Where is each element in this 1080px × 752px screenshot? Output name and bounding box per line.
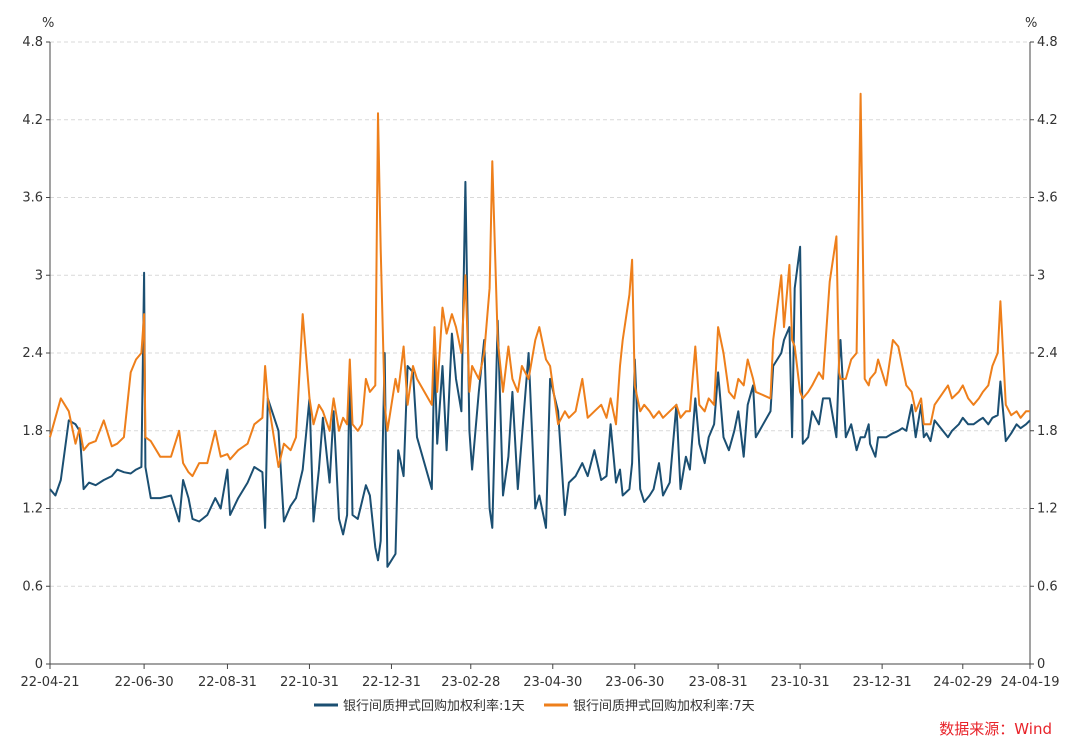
y-unit-right: % — [1025, 16, 1037, 31]
x-tick-label: 22-12-31 — [362, 675, 421, 690]
y-tick-label-right: 0.6 — [1037, 579, 1058, 594]
x-tick-label: 23-12-31 — [853, 675, 912, 690]
series-lines — [49, 92, 1031, 568]
legend-label-2: 银行间质押式回购加权利率:7天 — [573, 698, 755, 714]
x-tick-label: 22-08-31 — [198, 675, 257, 690]
y-tick-label-left: 4.8 — [22, 35, 43, 50]
series-line-1 — [49, 180, 1031, 568]
x-tick-label: 22-10-31 — [280, 675, 339, 690]
y-tick-label-left: 1.8 — [22, 424, 43, 439]
y-tick-label-right: 1.8 — [1037, 424, 1058, 439]
legend-label-1: 银行间质押式回购加权利率:1天 — [343, 698, 525, 714]
x-tick-label: 24-02-29 — [933, 675, 992, 690]
legend: 银行间质押式回购加权利率:1天 银行间质押式回购加权利率:7天 — [314, 698, 755, 714]
gridlines — [50, 41, 1030, 587]
x-tick-label: 22-04-21 — [20, 675, 79, 690]
y-tick-label-left: 3 — [35, 268, 43, 283]
y-tick-label-right: 1.2 — [1037, 502, 1058, 517]
y-tick-label-left: 0 — [35, 657, 43, 672]
x-tick-label: 23-06-30 — [605, 675, 664, 690]
x-tick-label: 23-10-31 — [771, 675, 830, 690]
x-tick-label: 23-08-31 — [689, 675, 748, 690]
y-tick-label-left: 1.2 — [22, 502, 43, 517]
axes: 0 0 0.6 0.6 1.2 1.2 1.8 1.8 2.4 2.4 3 3 3.6 3.6 4.2 4.2… — [20, 35, 1059, 690]
y-tick-label-right: 2.4 — [1037, 346, 1058, 361]
y-tick-label-right: 3 — [1037, 268, 1045, 283]
y-tick-label-right: 4.8 — [1037, 35, 1058, 50]
y-tick-label-left: 4.2 — [22, 113, 43, 128]
y-tick-label-right: 0 — [1037, 657, 1045, 672]
y-tick-label-right: 3.6 — [1037, 191, 1058, 206]
x-tick-label: 23-02-28 — [441, 675, 500, 690]
x-tick-label: 22-06-30 — [115, 675, 174, 690]
y-tick-label-left: 3.6 — [22, 191, 43, 206]
source-label: 数据来源：Wind — [939, 720, 1052, 738]
series-line-2 — [49, 92, 1030, 478]
y-unit-left: % — [42, 16, 54, 31]
x-tick-label: 24-04-19 — [1000, 675, 1059, 690]
x-tick-label: 23-04-30 — [523, 675, 582, 690]
y-tick-label-left: 2.4 — [22, 346, 43, 361]
y-tick-label-left: 0.6 — [22, 579, 43, 594]
y-tick-label-right: 4.2 — [1037, 113, 1058, 128]
